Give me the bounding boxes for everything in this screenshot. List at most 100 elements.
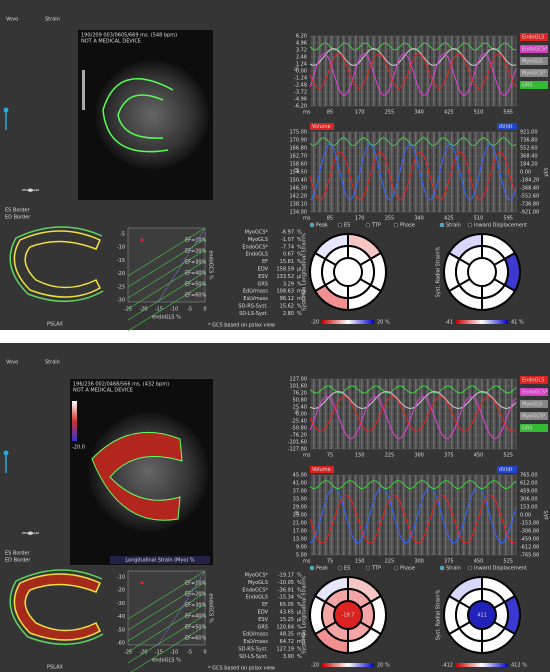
x-tick-label: 225	[385, 559, 395, 565]
ef-y-tick-label: -5	[120, 232, 125, 238]
legend-box	[520, 33, 548, 41]
y2-tick-label: 736.80	[520, 138, 538, 144]
radio-button[interactable]	[309, 222, 315, 228]
radio-button[interactable]	[393, 565, 399, 571]
radio-button[interactable]	[439, 565, 445, 571]
y2-tick-label: -153.00	[520, 521, 539, 527]
x-unit: ms	[303, 110, 311, 116]
legend-label: GRS	[522, 426, 533, 432]
legend-label: EndoGCS*	[522, 390, 548, 396]
y2-tick-label: 552.60	[520, 146, 538, 152]
ef-x-tick-label: -25	[124, 307, 132, 313]
caption-bar	[110, 556, 210, 564]
radio-button[interactable]	[309, 565, 315, 571]
strain-overlay	[91, 431, 183, 521]
ef-y-tick-label: -20	[117, 271, 125, 277]
ef-line	[127, 570, 206, 620]
legend-label: Volume	[312, 124, 331, 130]
measure-name: GRS	[257, 624, 268, 630]
playback-controls[interactable]: ⏮◀▶⏭	[22, 531, 39, 537]
bullseye-divider	[359, 258, 372, 266]
legend-label: Volume	[312, 467, 331, 473]
x-tick-label: 170	[355, 110, 365, 116]
colorbar-min: -412	[442, 663, 453, 669]
ef-line-label: EF=30%	[185, 603, 207, 609]
y-tick-label: -127.00	[288, 447, 307, 453]
bullseye-divider	[359, 621, 372, 629]
radio-button[interactable]	[337, 222, 343, 228]
ef-x-tick-label: -5	[187, 650, 192, 656]
legend-box	[520, 376, 548, 384]
ef-x-tick-label: -25	[124, 650, 132, 656]
radio-button[interactable]	[467, 222, 473, 228]
radio-button[interactable]	[467, 565, 473, 571]
measure-value: 108.63	[277, 289, 295, 295]
y2-tick-label: -459.00	[520, 537, 539, 543]
bullseye-divider	[458, 258, 471, 266]
y-tick-label: 76.20	[293, 391, 307, 397]
x-tick-label: 340	[414, 110, 424, 116]
measure-value: 127.19	[277, 647, 295, 653]
measure-value: 48.35	[280, 632, 294, 638]
legend-box	[497, 466, 517, 473]
y-tick-label: 0.00	[296, 412, 307, 418]
y2-tick-label: 0.00	[520, 513, 531, 519]
image-colorbar	[72, 401, 77, 441]
ef-line	[127, 238, 206, 288]
ef-x-tick-label: -15	[155, 650, 163, 656]
myo-gcs-curve	[309, 391, 517, 409]
y2-tick-label: -552.60	[520, 194, 539, 200]
ed-border-legend: ED Border	[5, 558, 31, 564]
radio-button[interactable]	[365, 565, 371, 571]
y2-tick-label: -306.00	[520, 529, 539, 535]
ef-x-tick-label: -20	[139, 307, 147, 313]
measure-unit: %	[297, 602, 302, 608]
radio-button[interactable]	[439, 222, 445, 228]
measure-value: 0.67	[283, 252, 294, 258]
measure-unit: %	[297, 237, 302, 243]
y-tick-label: 33.00	[293, 497, 307, 503]
legend-label: MyoGCS*	[522, 414, 546, 420]
measure-unit: µl	[297, 610, 302, 616]
bullseye-divider	[458, 601, 471, 609]
y-tick-label: 170.90	[290, 138, 308, 144]
bullseye-title: Syst. Radial Strain%	[436, 590, 442, 641]
playback-controls[interactable]: ⏮◀▶⏭	[22, 188, 39, 194]
bullseye-ring	[467, 257, 497, 287]
y-tick-label: 1.24	[296, 62, 307, 68]
measure-name: MyoGCS*	[245, 230, 269, 236]
y2-tick-label: -612.00	[520, 545, 539, 551]
radio-button[interactable]	[365, 222, 371, 228]
x-unit: ms	[303, 559, 311, 565]
volume-trace	[309, 137, 517, 147]
radio-label: Phase	[400, 223, 415, 229]
legend-box	[520, 81, 548, 89]
legend-box	[520, 400, 548, 408]
colorbar	[456, 320, 508, 324]
radio-label: ES	[344, 223, 350, 229]
y2-tick-label: 459.00	[520, 489, 538, 495]
x-tick-label: 595	[503, 216, 513, 222]
radio-button[interactable]	[337, 565, 343, 571]
measure-name: EDV	[258, 610, 269, 616]
ef-y-tick-label: -30	[117, 601, 125, 607]
y-tick-label: 17.00	[293, 529, 307, 535]
y-tick-label: 13.00	[293, 537, 307, 543]
y-tick-label: 162.70	[290, 154, 308, 160]
warning: NOT A MEDICAL DEVICE	[81, 39, 141, 45]
image-colorbar-label: -20.0	[72, 445, 85, 451]
radio-button[interactable]	[393, 222, 399, 228]
ef-line-label: EF=50%	[185, 282, 207, 288]
ef-line-label: EF=30%	[185, 260, 207, 266]
measure-name: EdLVmass	[243, 289, 269, 295]
measure-unit: %	[297, 281, 302, 287]
legend-label: EndoGLS	[522, 378, 544, 384]
colorbar-max: 41 %	[511, 320, 524, 326]
volume-curve	[309, 494, 517, 544]
measure-unit: %	[297, 230, 302, 236]
y-tick-label: 127.00	[290, 377, 308, 383]
ef-line-label: EF=50%	[185, 625, 207, 631]
measure-name: EndoGLS	[246, 595, 268, 601]
border-contour	[13, 230, 101, 298]
legend-box	[520, 412, 548, 420]
